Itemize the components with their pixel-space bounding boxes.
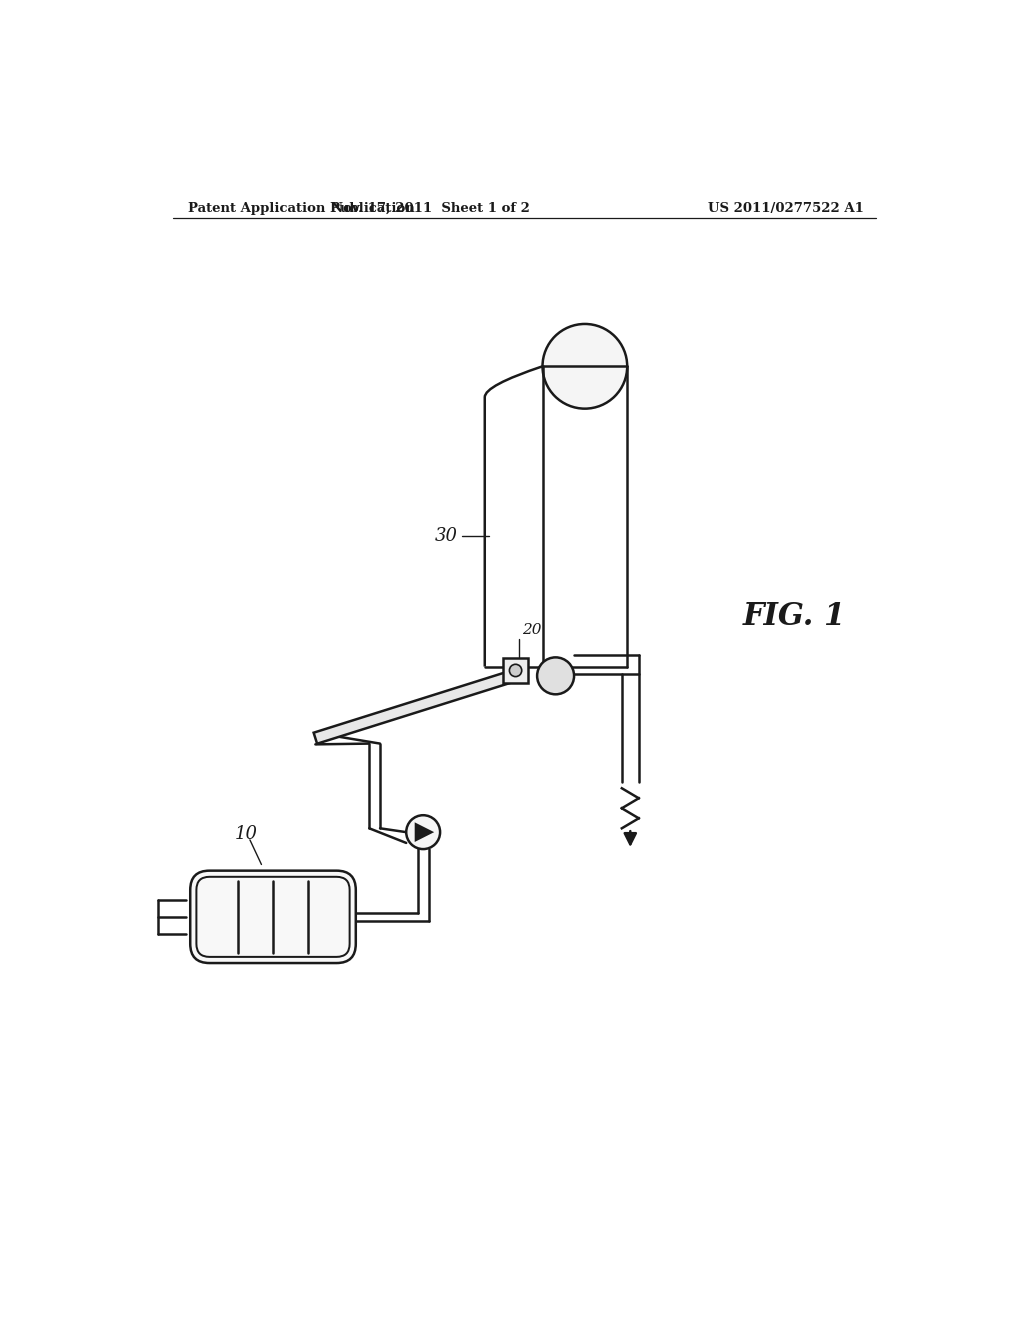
Text: 20: 20 <box>521 623 542 636</box>
Text: 30: 30 <box>435 527 458 545</box>
Circle shape <box>509 664 521 677</box>
Circle shape <box>407 816 440 849</box>
Text: 10: 10 <box>234 825 258 842</box>
FancyBboxPatch shape <box>190 871 355 964</box>
Text: FIG. 1: FIG. 1 <box>742 601 846 632</box>
Polygon shape <box>415 822 434 842</box>
Polygon shape <box>313 667 525 743</box>
Text: Patent Application Publication: Patent Application Publication <box>188 202 415 215</box>
Text: US 2011/0277522 A1: US 2011/0277522 A1 <box>708 202 864 215</box>
Circle shape <box>538 657 574 694</box>
Text: Nov. 17, 2011  Sheet 1 of 2: Nov. 17, 2011 Sheet 1 of 2 <box>332 202 530 215</box>
Bar <box>503 659 528 682</box>
Circle shape <box>543 323 628 409</box>
